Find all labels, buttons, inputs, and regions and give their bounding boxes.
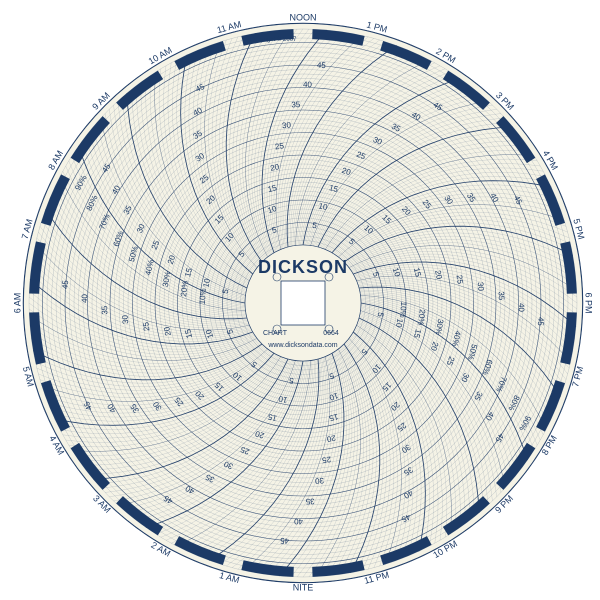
- recorder-chart: NOON1 PM2 PM3 PM4 PM5 PM6 PM7 PM8 PM9 PM…: [0, 0, 600, 600]
- scale-label: 35: [305, 497, 315, 506]
- scale-label: 35: [291, 100, 301, 109]
- time-label: 6 AM: [12, 293, 22, 314]
- hub-square: [281, 281, 325, 325]
- scale-label: 30: [314, 476, 324, 486]
- scale-label: 30: [476, 282, 486, 292]
- scale-label: 45: [60, 279, 70, 289]
- scale-label: 35: [497, 291, 506, 301]
- chart-number: 0664: [323, 330, 339, 337]
- scale-label: 45: [536, 317, 546, 327]
- scale-label: 10%: [198, 288, 208, 305]
- scale-label: 10%: [398, 301, 408, 318]
- scale-label: 45: [279, 536, 289, 546]
- scale-label: 30: [120, 314, 130, 324]
- time-label: NOON: [290, 12, 317, 22]
- scale-label: 20%: [416, 309, 427, 326]
- time-label: NITE: [293, 582, 314, 592]
- chart-svg: NOON1 PM2 PM3 PM4 PM5 PM6 PM7 PM8 PM9 PM…: [0, 0, 600, 600]
- website: www.dicksondata.com: [267, 342, 337, 349]
- scale-label: 35: [100, 305, 109, 315]
- scale-label: 40: [517, 303, 526, 313]
- scale-label: 40: [80, 293, 89, 303]
- scale-label: 40: [293, 517, 303, 526]
- scale-label: 30: [282, 120, 292, 130]
- copyright: Copyright © 2007: [250, 36, 297, 43]
- scale-label: 40: [303, 80, 313, 89]
- time-label: 6 PM: [584, 292, 594, 313]
- scale-label: 20%: [179, 280, 190, 297]
- chart-word: CHART: [263, 330, 288, 337]
- scale-label: 45: [317, 60, 327, 70]
- brand: DICKSON: [258, 257, 348, 277]
